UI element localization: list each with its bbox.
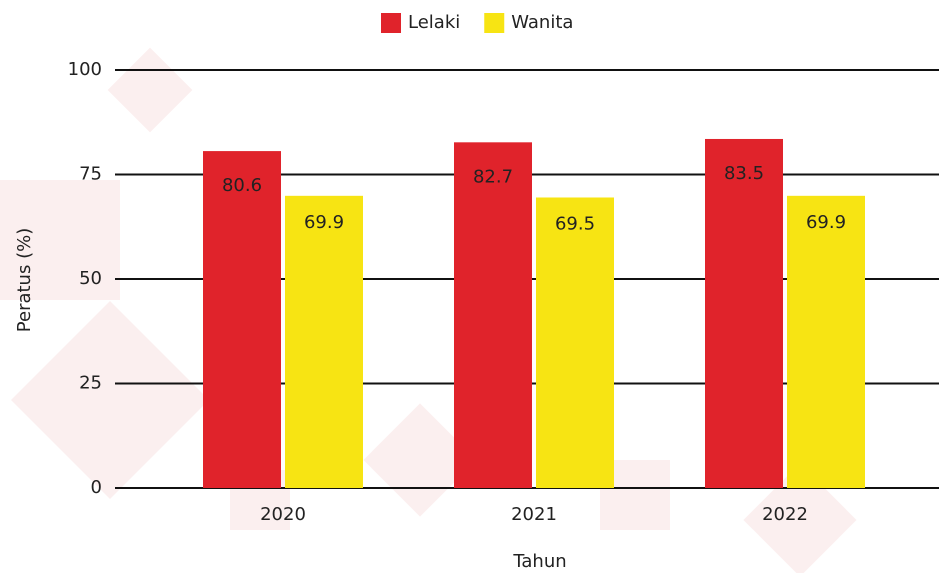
x-tick-label: 2021 [511,504,557,525]
y-tick-label: 75 [79,164,102,185]
bar [285,196,363,488]
x-axis-title: Tahun [512,551,566,572]
chart: Peratus (%) Tahun 0 25 50 75 100 Lelaki Wanita… [0,0,939,573]
value-label: 83.5 [724,163,764,184]
legend-swatch [381,13,401,33]
value-label: 69.9 [304,212,344,233]
legend-label: Lelaki [408,12,460,33]
bar [203,151,281,488]
value-label: 69.9 [806,212,846,233]
bar [536,197,614,488]
value-label: 82.7 [473,166,513,187]
bar [787,196,865,488]
y-axis-title: Peratus (%) [14,228,35,332]
y-tick-label: 100 [68,59,102,80]
y-tick-label: 50 [79,268,102,289]
bar [454,142,532,488]
y-tick-label: 0 [91,477,102,498]
x-tick-label: 2022 [762,504,808,525]
legend-label: Wanita [511,12,573,33]
legend-swatch [484,13,504,33]
value-label: 80.6 [222,175,262,196]
bar [705,139,783,488]
y-tick-label: 25 [79,373,102,394]
x-tick-label: 2020 [260,504,306,525]
value-label: 69.5 [555,213,595,234]
